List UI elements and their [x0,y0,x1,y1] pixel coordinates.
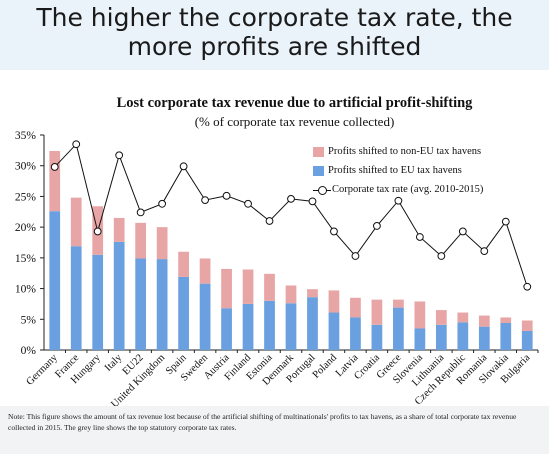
tax-rate-point [244,199,252,208]
tax-rate-point [50,163,59,171]
bar-non-eu [393,299,404,308]
tax-rate-point [501,217,510,226]
bar-eu [264,300,275,350]
legend-label-eu: Profits shifted to EU tax havens [328,165,462,176]
bar-eu [221,308,232,350]
tax-rate-point [415,233,424,241]
headline: The higher the corporate tax rate, the m… [0,3,549,61]
bar-non-eu [135,222,147,259]
y-tick-label: 25% [15,191,37,203]
y-tick-label: 30% [15,161,37,173]
bar-eu [199,283,211,350]
bar-eu [307,297,318,350]
bar-eu [328,312,340,350]
tax-rate-point [373,222,381,230]
tax-rate-point [437,252,446,260]
tax-rate-point [265,217,274,225]
y-tick-label: 0% [21,345,37,357]
y-tick-label: 10% [15,284,37,296]
x-tick-label: Poland [311,352,340,381]
bar-non-eu [414,301,426,329]
bar-non-eu [521,320,533,331]
bar-non-eu [199,258,211,284]
bar-eu [500,322,512,350]
tax-rate-point [351,252,360,260]
bar-non-eu [264,273,275,301]
headline-band [0,0,549,70]
bar-eu [393,307,404,350]
legend-label-non-eu: Profits shifted to non-EU tax havens [328,146,482,157]
tax-rate-point [222,191,231,200]
bar-non-eu [328,290,340,313]
bar-non-eu [113,217,125,242]
bar-non-eu [371,299,383,325]
chart-canvas: 0%5%10%15%20%25%30%35%GermanyFranceHunga… [15,130,539,406]
tax-rate-point [136,208,145,217]
legend-item-tax-rate: Corporate tax rate (avg. 2010-2015) [313,180,483,199]
note-band [0,406,549,454]
bar-eu [49,211,61,350]
chart-legend: Profits shifted to non-EU tax havens Pro… [313,142,483,199]
bar-non-eu [307,289,318,298]
bar-eu [350,317,361,350]
y-tick-label: 20% [15,222,37,234]
bar-non-eu [221,268,232,309]
bar-non-eu [178,251,189,277]
bar-non-eu [435,310,447,325]
y-tick-label: 35% [15,130,37,142]
bar-eu [70,246,82,350]
legend-item-non-eu: Profits shifted to non-EU tax havens [313,142,483,161]
tax-rate-point [158,199,167,208]
tax-rate-point [330,227,338,236]
bar-eu [242,303,254,350]
chart-title: Lost corporate tax revenue due to artifi… [116,95,473,111]
bar-eu [285,303,297,350]
bar-eu [135,258,147,350]
tax-rate-point [458,227,467,236]
tax-rate-point [480,247,489,256]
y-tick-label: 15% [15,253,37,265]
bar-non-eu [49,150,61,212]
legend-swatch-non-eu [313,146,324,157]
bar-eu [178,276,189,350]
tax-rate-point [72,140,81,149]
tax-rate-point [523,282,532,291]
bar-eu [414,328,426,350]
headline-line-2: more profits are shifted [127,32,422,61]
headline-line-1: The higher the corporate tax rate, the [36,3,513,32]
bar-eu [478,326,490,350]
legend-swatch-eu [313,165,324,176]
tax-rate-point [93,227,102,236]
chart-note: Note: This figure shows the amount of ta… [8,412,517,432]
y-tick-label: 5% [21,314,37,326]
tax-rate-point [201,196,209,205]
bar-non-eu [156,227,168,260]
bar-eu [435,324,447,350]
bar-eu [156,259,168,350]
tax-rate-point [179,162,188,171]
tax-rate-point [287,194,295,203]
chart-subtitle: (% of corporate tax revenue collected) [194,114,395,129]
bar-non-eu [500,317,512,323]
bar-eu [113,241,125,350]
legend-swatch-tax-rate [313,185,331,195]
legend-item-eu: Profits shifted to EU tax havens [313,161,483,180]
tax-rate-point [308,197,317,206]
bar-non-eu [457,312,469,323]
bar-eu [371,324,383,350]
bar-non-eu [242,269,254,304]
bar-non-eu [285,285,297,304]
bar-non-eu [70,197,82,247]
bar-eu [457,322,469,350]
bar-non-eu [350,297,361,318]
legend-label-tax-rate: Corporate tax rate (avg. 2010-2015) [332,184,484,195]
tax-rate-point [394,196,403,205]
bar-non-eu [478,315,490,327]
tax-rate-point [115,151,124,160]
bar-eu [92,254,104,350]
bar-eu [521,330,533,350]
